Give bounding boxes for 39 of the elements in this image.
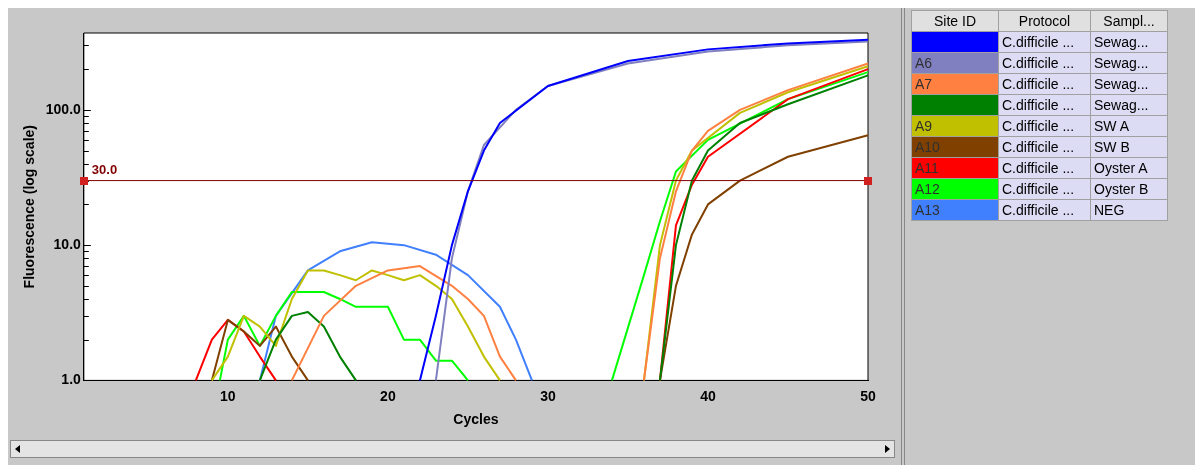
text: C.difficile ... — [998, 115, 1091, 137]
text: Sewag... — [1090, 94, 1168, 116]
ref-line-label: 30.0 — [91, 161, 118, 177]
x-axis-title: Cycles — [453, 411, 499, 428]
text: Oyster B — [1090, 178, 1168, 200]
text: C.difficile ... — [998, 136, 1091, 158]
text: Oyster A — [1090, 157, 1168, 179]
text: Sewag... — [1090, 31, 1168, 53]
text: A11 — [915, 160, 939, 176]
text: A7 — [915, 76, 933, 92]
text: A10 — [915, 139, 940, 155]
text: C.difficile ... — [998, 94, 1091, 116]
text: A12 — [915, 181, 940, 197]
x-tick-label: 50 — [860, 387, 876, 404]
text: Sewag... — [1090, 52, 1168, 74]
text: Sampl... — [1090, 10, 1168, 32]
x-tick-label: 30 — [540, 387, 556, 404]
text: C.difficile ... — [998, 199, 1091, 221]
text: C.difficile ... — [998, 52, 1091, 74]
text: C.difficile ... — [998, 178, 1091, 200]
text: Protocol — [998, 10, 1091, 32]
text: SW A — [1090, 115, 1168, 137]
text: C.difficile ... — [998, 73, 1091, 95]
text: Sewag... — [1090, 73, 1168, 95]
text: A6 — [915, 55, 933, 71]
text: NEG — [1090, 199, 1168, 221]
y-tick-label: 10.0 — [53, 235, 82, 252]
text: A13 — [915, 202, 940, 218]
y-axis-title: Fluorescence (log scale) — [21, 125, 38, 289]
y-tick-label: 100.0 — [45, 100, 82, 117]
text: Site ID — [911, 10, 999, 32]
y-tick-label: 1.0 — [61, 371, 82, 388]
x-tick-label: 20 — [380, 387, 396, 404]
x-tick-label: 40 — [700, 387, 716, 404]
text: C.difficile ... — [998, 31, 1091, 53]
text: SW B — [1090, 136, 1168, 158]
text: A9 — [915, 118, 933, 134]
x-tick-label: 10 — [220, 387, 236, 404]
text: C.difficile ... — [998, 157, 1091, 179]
